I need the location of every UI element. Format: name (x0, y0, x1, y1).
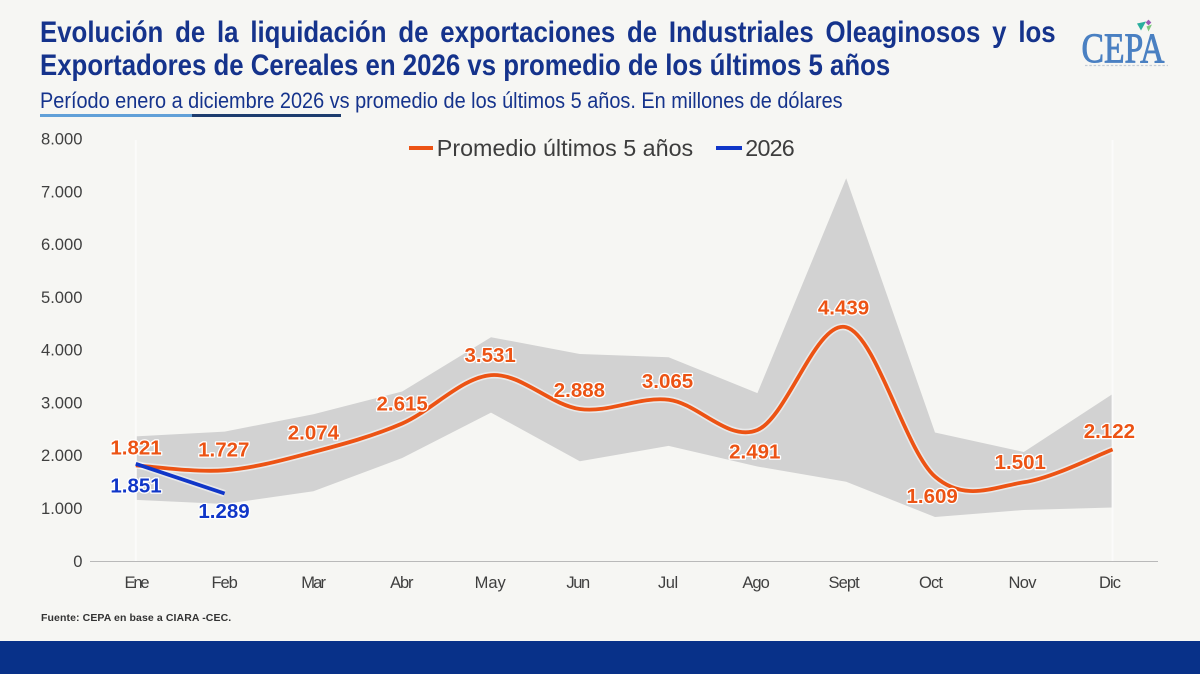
svg-text:CEPA: CEPA (1082, 27, 1166, 73)
svg-text:4.000: 4.000 (41, 341, 83, 360)
svg-text:0: 0 (73, 552, 82, 571)
svg-text:3.000: 3.000 (41, 393, 83, 412)
svg-text:Jul: Jul (658, 574, 678, 592)
svg-text:8.000: 8.000 (41, 130, 83, 149)
svg-text:1.609: 1.609 (907, 485, 958, 508)
svg-text:Ago: Ago (742, 574, 769, 592)
svg-text:Abr: Abr (390, 574, 414, 592)
svg-text:1.821: 1.821 (110, 436, 161, 459)
svg-text:4.439: 4.439 (818, 297, 869, 320)
svg-text:Mar: Mar (301, 574, 326, 592)
svg-text:6.000: 6.000 (41, 235, 83, 254)
svg-text:Sept: Sept (829, 574, 861, 592)
svg-text:2.615: 2.615 (377, 392, 428, 415)
svg-text:May: May (475, 574, 507, 592)
svg-text:7.000: 7.000 (41, 182, 83, 201)
svg-text:1.289: 1.289 (198, 500, 249, 523)
svg-text:Jun: Jun (566, 574, 590, 592)
svg-text:Dic: Dic (1099, 574, 1121, 592)
svg-text:2.074: 2.074 (288, 422, 340, 445)
svg-text:Feb: Feb (211, 574, 237, 592)
svg-text:3.065: 3.065 (642, 370, 693, 393)
svg-text:2.888: 2.888 (554, 379, 605, 402)
svg-text:5.000: 5.000 (41, 288, 83, 307)
svg-text:1.851: 1.851 (110, 475, 161, 498)
svg-text:3.531: 3.531 (465, 344, 516, 367)
svg-text:1.727: 1.727 (198, 438, 249, 461)
svg-text:2.000: 2.000 (41, 446, 83, 465)
svg-text:2.491: 2.491 (729, 441, 780, 464)
svg-text:2.122: 2.122 (1084, 420, 1135, 443)
svg-text:Nov: Nov (1009, 574, 1038, 592)
svg-text:Ene: Ene (125, 574, 150, 592)
svg-text:Oct: Oct (919, 574, 943, 592)
svg-text:1.000: 1.000 (41, 499, 83, 518)
svg-text:1.501: 1.501 (995, 451, 1046, 474)
